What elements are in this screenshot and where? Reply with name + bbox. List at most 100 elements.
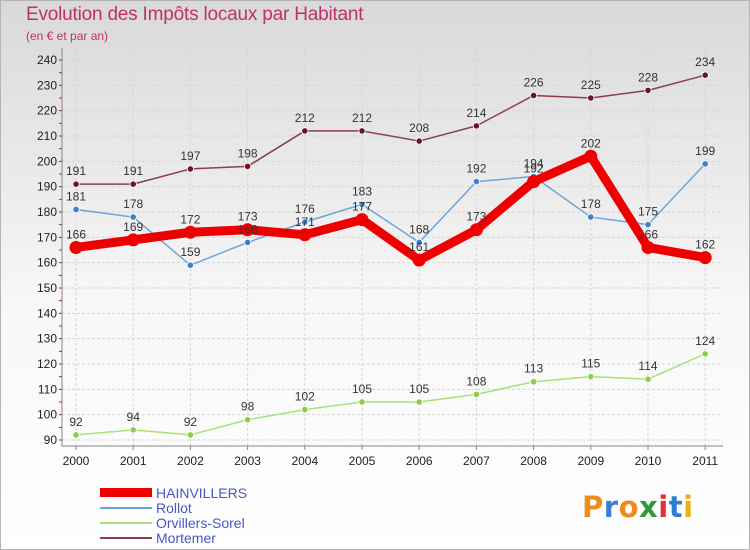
- chart-subtitle: (en € et par an): [26, 29, 109, 43]
- data-point: [186, 261, 194, 269]
- data-point: [472, 122, 480, 130]
- data-point: [698, 251, 712, 265]
- data-label: 115: [581, 357, 600, 371]
- proxiti-logo: Proxiti: [582, 490, 694, 524]
- data-label: 192: [466, 162, 486, 176]
- data-label: 105: [409, 382, 429, 396]
- data-label: 191: [66, 164, 86, 178]
- legend-label: Rollot: [156, 500, 192, 516]
- data-label: 214: [466, 106, 486, 120]
- logo-letter: o: [618, 490, 640, 524]
- x-tick-label: 2004: [291, 454, 318, 468]
- x-tick-label: 2000: [63, 454, 90, 468]
- legend-label: Orvillers-Sorel: [156, 515, 245, 531]
- y-tick-label: 90: [44, 433, 58, 447]
- legend-swatch: [100, 522, 152, 524]
- data-point: [69, 240, 83, 254]
- data-point: [129, 426, 137, 434]
- data-label: 234: [695, 55, 715, 69]
- data-point: [701, 350, 709, 358]
- logo-letter: x: [639, 490, 659, 524]
- data-point: [355, 213, 369, 227]
- data-label: 102: [295, 390, 315, 404]
- logo-letter: i: [658, 490, 669, 524]
- data-point: [244, 162, 252, 170]
- data-label: 192: [524, 162, 544, 176]
- data-point: [644, 375, 652, 383]
- data-point: [241, 223, 255, 237]
- data-point: [72, 180, 80, 188]
- data-point: [701, 71, 709, 79]
- data-label: 98: [241, 400, 255, 414]
- data-point: [415, 398, 423, 406]
- data-point: [72, 431, 80, 439]
- data-label: 175: [638, 205, 658, 219]
- data-label: 92: [69, 415, 83, 429]
- data-label: 124: [695, 334, 715, 348]
- data-point: [298, 228, 312, 242]
- data-point: [301, 127, 309, 135]
- x-tick-label: 2002: [177, 454, 204, 468]
- data-label: 194: [524, 157, 544, 171]
- data-point: [415, 238, 423, 246]
- x-tick-label: 2005: [349, 454, 376, 468]
- data-point: [641, 240, 655, 254]
- legend-swatch: [100, 507, 152, 509]
- y-tick-label: 180: [37, 205, 57, 219]
- y-tick-label: 100: [37, 408, 57, 422]
- x-tick-label: 2006: [406, 454, 433, 468]
- y-tick-label: 210: [37, 129, 57, 143]
- data-label: 161: [409, 240, 429, 254]
- data-point: [472, 178, 480, 186]
- data-label: 159: [180, 245, 200, 259]
- data-label: 228: [638, 70, 658, 84]
- y-tick-label: 200: [37, 154, 57, 168]
- data-label: 212: [295, 111, 315, 125]
- x-tick-label: 2010: [635, 454, 662, 468]
- data-point: [129, 180, 137, 188]
- data-label: 162: [695, 238, 715, 252]
- x-tick-label: 2008: [520, 454, 547, 468]
- y-tick-label: 120: [37, 357, 57, 371]
- data-point: [358, 398, 366, 406]
- data-point: [529, 378, 538, 386]
- data-label: 114: [638, 359, 657, 373]
- data-label: 92: [184, 415, 198, 429]
- data-label: 168: [238, 222, 258, 236]
- data-point: [129, 213, 137, 221]
- y-tick-label: 140: [37, 306, 57, 320]
- data-label: 202: [581, 136, 601, 150]
- data-label: 178: [123, 197, 143, 211]
- data-point: [244, 416, 252, 424]
- y-tick-label: 240: [37, 53, 57, 67]
- data-point: [701, 160, 709, 168]
- y-tick-label: 160: [37, 256, 57, 270]
- data-point: [587, 373, 595, 381]
- data-label: 169: [123, 220, 143, 234]
- data-label: 94: [127, 410, 141, 424]
- data-point: [358, 127, 366, 135]
- data-label: 181: [66, 189, 86, 203]
- data-label: 166: [66, 227, 86, 241]
- legend-label: HAINVILLERS: [156, 485, 248, 501]
- data-point: [412, 253, 426, 267]
- chart-title: Evolution des Impôts locaux par Habitant: [26, 4, 364, 25]
- data-label: 173: [238, 210, 258, 224]
- legend-label: Mortemer: [156, 530, 216, 546]
- x-tick-label: 2009: [577, 454, 604, 468]
- logo-letter: P: [582, 490, 604, 524]
- data-point: [587, 213, 595, 221]
- data-label: 212: [352, 111, 372, 125]
- data-label: 177: [352, 200, 372, 214]
- data-label: 208: [409, 121, 429, 135]
- data-point: [186, 165, 194, 173]
- data-label: 176: [295, 202, 315, 216]
- y-tick-label: 150: [37, 281, 57, 295]
- series-line-mortemer: [75, 74, 706, 185]
- data-point: [527, 175, 541, 189]
- x-tick-label: 2001: [120, 454, 147, 468]
- data-point: [186, 431, 194, 439]
- data-label: 225: [581, 78, 601, 92]
- y-tick-label: 220: [37, 104, 57, 118]
